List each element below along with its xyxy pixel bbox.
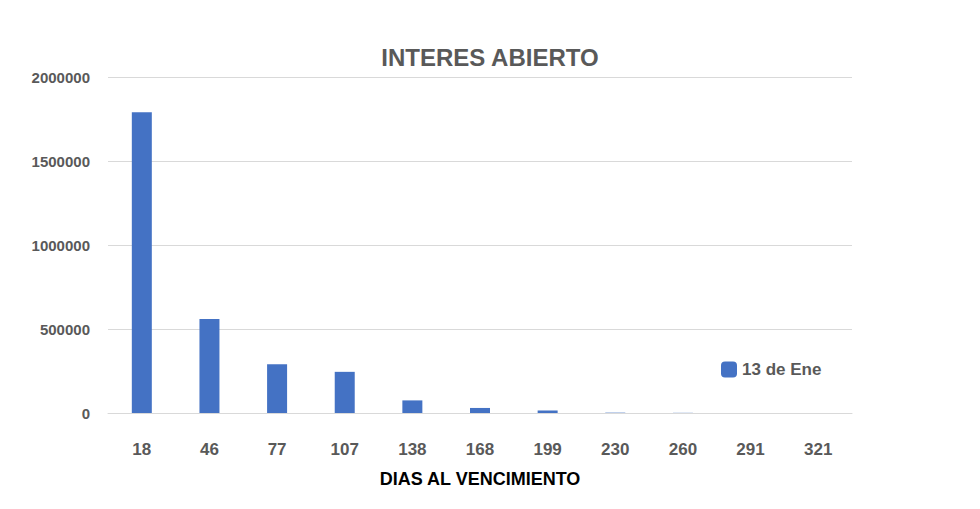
svg-text:138: 138 — [398, 440, 426, 459]
svg-text:1500000: 1500000 — [32, 153, 90, 170]
svg-text:107: 107 — [331, 440, 359, 459]
svg-text:0: 0 — [82, 405, 90, 422]
svg-text:13 de Ene: 13 de Ene — [742, 360, 821, 379]
svg-text:1000000: 1000000 — [32, 237, 90, 254]
svg-text:46: 46 — [200, 440, 219, 459]
svg-text:321: 321 — [804, 440, 832, 459]
svg-text:230: 230 — [601, 440, 629, 459]
svg-text:500000: 500000 — [40, 321, 90, 338]
svg-text:DIAS AL VENCIMIENTO: DIAS AL VENCIMIENTO — [380, 469, 581, 489]
svg-text:18: 18 — [132, 440, 151, 459]
svg-text:77: 77 — [268, 440, 287, 459]
svg-text:260: 260 — [669, 440, 697, 459]
svg-text:INTERES ABIERTO: INTERES ABIERTO — [381, 44, 598, 71]
svg-text:291: 291 — [736, 440, 764, 459]
svg-text:2000000: 2000000 — [32, 69, 90, 86]
svg-text:168: 168 — [466, 440, 494, 459]
svg-text:199: 199 — [533, 440, 561, 459]
